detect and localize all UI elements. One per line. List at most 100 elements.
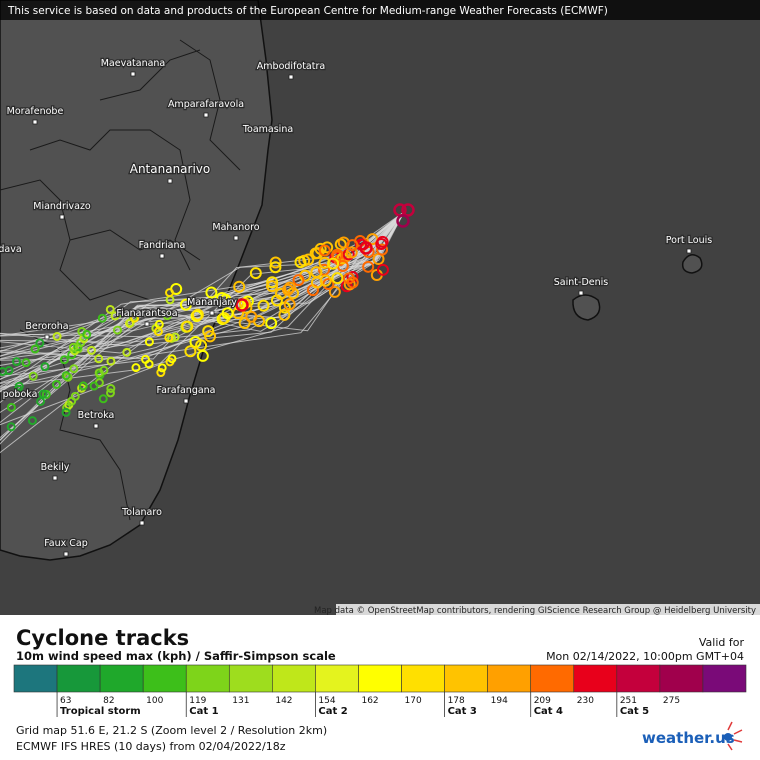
place-label: Amparafaravola xyxy=(168,99,244,110)
legend-swatch xyxy=(444,664,488,693)
valid-label: Valid for xyxy=(699,636,745,649)
legend-category: Cat 5 xyxy=(620,706,649,717)
places: Maevatanana Ambodifotatra Amparafaravola Mo… xyxy=(0,57,713,557)
track-point xyxy=(6,422,16,432)
track-point xyxy=(52,331,62,341)
track-point xyxy=(269,256,282,269)
legend-category: Tropical storm xyxy=(60,706,141,717)
track-point xyxy=(233,280,246,293)
track-point xyxy=(396,214,410,228)
track-point xyxy=(202,325,215,338)
tracks xyxy=(0,203,415,454)
place-label: Mananjary xyxy=(187,297,237,308)
place-dot xyxy=(209,310,215,316)
place-label: Port Louis xyxy=(666,235,712,246)
track-point xyxy=(110,311,120,321)
track-point xyxy=(35,338,45,348)
grid-info: Grid map 51.6 E, 21.2 S (Zoom level 2 / … xyxy=(16,724,327,737)
reunion xyxy=(572,294,601,321)
track-point xyxy=(69,364,79,374)
track-point xyxy=(310,266,323,279)
place-dot xyxy=(130,71,136,77)
track-point xyxy=(12,357,22,367)
track-point xyxy=(70,391,80,401)
track-point xyxy=(78,381,88,391)
track-point xyxy=(87,345,97,355)
legend-swatch xyxy=(185,664,230,693)
legend-tick: 251 xyxy=(620,696,637,706)
place-label: poboka xyxy=(3,389,38,400)
track-point xyxy=(269,261,282,274)
track-point xyxy=(205,286,218,299)
track-point xyxy=(131,363,141,373)
track-point xyxy=(359,241,373,255)
legend-tick: 275 xyxy=(663,696,680,706)
legend-tick: 162 xyxy=(361,696,378,706)
place-dot xyxy=(288,74,294,80)
place-label: Toamasina xyxy=(242,124,293,135)
track-point xyxy=(318,263,331,276)
track-point xyxy=(362,260,375,273)
place-dot xyxy=(578,290,584,296)
place-dot xyxy=(63,551,69,557)
track-point xyxy=(346,276,359,289)
place-dot xyxy=(59,214,65,220)
place-dot xyxy=(203,112,209,118)
place-label: Maevatanana xyxy=(101,58,166,69)
track-point xyxy=(61,407,71,417)
track-point xyxy=(257,299,270,312)
track-point xyxy=(162,311,172,321)
subtitle: 10m wind speed max (kph) / Saffir-Simpso… xyxy=(16,649,336,663)
track-point xyxy=(321,241,334,254)
legend-tick: 209 xyxy=(534,696,551,706)
track-point xyxy=(204,330,217,343)
land xyxy=(0,0,273,561)
place-label: Farafangana xyxy=(156,385,215,396)
place-dot xyxy=(183,398,189,404)
track-point xyxy=(105,304,115,314)
place-label: Tolanaro xyxy=(121,507,162,518)
track-point xyxy=(0,366,8,376)
track-point xyxy=(21,358,31,368)
track-point xyxy=(266,280,279,293)
legend-tick: 178 xyxy=(448,696,465,706)
track-point xyxy=(30,344,40,354)
legend: 63 82 100 119 131 142 154 162 170 178 194 209 230 251… xyxy=(13,664,747,717)
track-point xyxy=(376,235,389,248)
track-point xyxy=(94,354,104,364)
attribution: Map data © OpenStreetMap contributors, r… xyxy=(314,606,756,616)
legend-swatch xyxy=(659,664,704,693)
place-label: Betroka xyxy=(78,410,115,421)
legend-tick: 63 xyxy=(60,696,71,706)
legend-swatch xyxy=(315,664,359,693)
track-point xyxy=(89,381,99,391)
banner: This service is based on data and produc… xyxy=(7,5,608,17)
legend-swatch xyxy=(272,664,316,693)
legend-category: Cat 4 xyxy=(534,706,563,717)
track-point xyxy=(265,317,278,330)
track-point xyxy=(245,310,258,323)
track-point xyxy=(40,362,50,372)
track-point xyxy=(14,381,24,391)
track-point xyxy=(327,257,340,270)
track-point xyxy=(63,372,73,382)
track-point xyxy=(27,416,37,426)
track-point xyxy=(167,354,177,364)
legend-swatch xyxy=(702,664,747,693)
track-point xyxy=(98,394,108,404)
track-point xyxy=(281,283,294,296)
track-point xyxy=(238,317,251,330)
legend-swatch xyxy=(530,664,575,693)
logo: weather.us xyxy=(642,729,735,747)
track-point xyxy=(157,363,167,373)
track-point xyxy=(318,256,331,269)
place-dot xyxy=(52,475,58,481)
legend-swatch xyxy=(228,664,273,693)
track-point xyxy=(196,349,209,362)
legend-tick: 131 xyxy=(232,696,249,706)
legend-tick: 82 xyxy=(103,696,114,706)
legend-swatch xyxy=(99,664,144,693)
track-point xyxy=(278,308,291,321)
